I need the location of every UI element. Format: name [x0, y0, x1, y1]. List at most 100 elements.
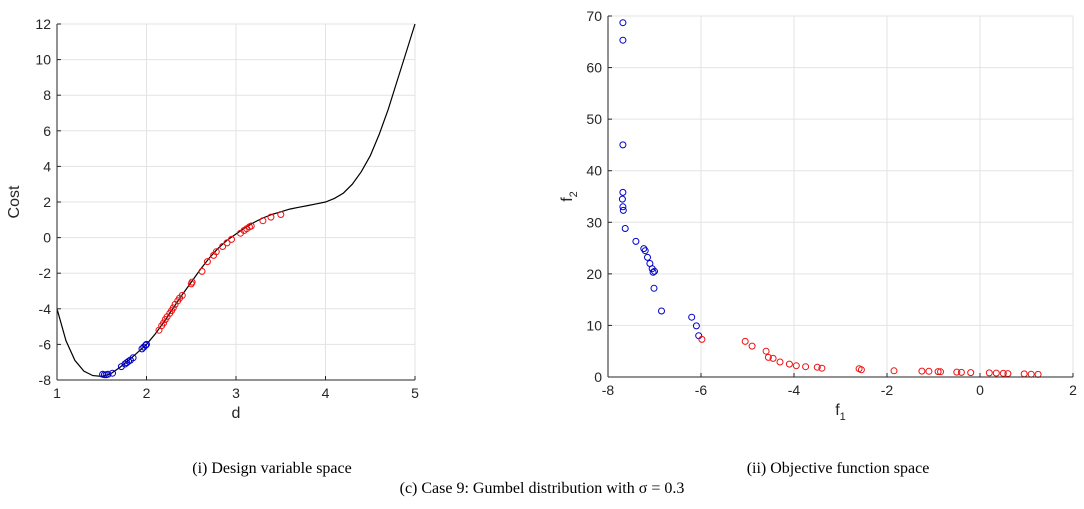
- y-tick-label: 10: [35, 52, 51, 68]
- red-point: [769, 354, 777, 362]
- x-tick-label: 2: [143, 385, 151, 401]
- blue-point: [619, 203, 627, 211]
- red-point: [188, 278, 196, 286]
- blue-point: [619, 141, 627, 149]
- red-point: [937, 368, 944, 376]
- blue-point: [621, 225, 629, 232]
- red-point: [160, 319, 167, 327]
- y-axis-label: Cost: [6, 185, 23, 218]
- blue-point: [109, 369, 116, 377]
- red-point: [259, 217, 267, 225]
- y-tick-label: 2: [43, 194, 51, 210]
- y-tick-label: 70: [586, 8, 602, 24]
- y-tick-label: -4: [39, 301, 52, 317]
- red-point: [857, 366, 865, 374]
- blue-point: [619, 19, 627, 27]
- y-tick-label: 6: [43, 123, 51, 139]
- blue-point: [142, 341, 150, 349]
- blue-point: [618, 195, 626, 203]
- red-point: [748, 342, 756, 350]
- red-point: [223, 239, 231, 247]
- blue-point: [658, 307, 665, 315]
- caption-objective-function-space: (ii) Objective function space: [747, 460, 930, 477]
- blue-point: [619, 36, 627, 44]
- red-point: [953, 368, 961, 376]
- y-tick-label: 0: [43, 230, 51, 246]
- red-point: [198, 267, 206, 275]
- x-axis-label: f1: [835, 402, 846, 423]
- x-axis-label: d: [232, 405, 241, 422]
- blue-point: [104, 370, 112, 378]
- blue-point: [143, 340, 150, 348]
- blue-point: [129, 354, 137, 362]
- y-axis-label: f2: [559, 191, 580, 202]
- red-point: [219, 243, 227, 250]
- blue-point: [619, 188, 627, 196]
- red-point: [1020, 370, 1028, 378]
- red-point: [985, 369, 993, 377]
- y-tick-label: 30: [586, 214, 602, 230]
- red-point: [247, 222, 255, 230]
- red-point: [178, 291, 186, 299]
- red-point: [999, 369, 1007, 377]
- blue-point: [651, 267, 658, 275]
- blue-point: [650, 284, 658, 292]
- red-point: [1027, 370, 1035, 378]
- blue-point: [138, 345, 146, 353]
- cost-curve: [56, 23, 416, 378]
- x-tick-label: 3: [232, 385, 240, 401]
- red-point: [934, 368, 942, 376]
- red-point: [741, 337, 749, 345]
- red-point: [698, 335, 706, 343]
- y-tick-label: 12: [35, 16, 51, 32]
- blue-point: [641, 247, 649, 255]
- y-tick-label: -6: [39, 336, 52, 352]
- red-point: [918, 367, 926, 375]
- blue-point: [619, 206, 627, 214]
- red-point: [792, 362, 800, 370]
- x-tick-label: -4: [788, 382, 801, 398]
- red-point: [228, 235, 235, 243]
- caption-design-variable-space: (i) Design variable space: [192, 460, 351, 477]
- y-tick-label: 4: [43, 158, 51, 174]
- red-point: [762, 347, 770, 355]
- y-tick-label: 20: [586, 266, 602, 282]
- red-point: [267, 213, 275, 221]
- red-point: [890, 367, 898, 375]
- x-tick-label: 4: [322, 385, 330, 401]
- x-tick-label: -8: [602, 382, 615, 398]
- blue-point: [644, 253, 651, 261]
- red-point: [925, 367, 933, 375]
- x-tick-label: 2: [1069, 382, 1077, 398]
- y-axis-label-subscript: 2: [568, 191, 580, 197]
- red-point: [818, 364, 826, 372]
- red-point: [957, 368, 965, 376]
- y-tick-label: -2: [39, 265, 52, 281]
- red-point: [813, 363, 821, 371]
- caption-main: (c) Case 9: Gumbel distribution with σ =…: [400, 480, 685, 497]
- x-tick-label: -2: [881, 382, 894, 398]
- red-point: [212, 248, 220, 256]
- y-tick-label: 50: [586, 111, 602, 127]
- red-point: [277, 211, 285, 218]
- red-point: [967, 369, 975, 377]
- x-tick-label: 5: [411, 385, 419, 401]
- y-tick-label: -8: [39, 372, 52, 388]
- y-tick-label: 0: [594, 369, 602, 385]
- blue-point: [692, 322, 700, 330]
- red-point: [776, 358, 784, 366]
- blue-point: [632, 237, 640, 245]
- y-tick-label: 60: [586, 60, 602, 76]
- blue-point: [649, 268, 657, 276]
- y-tick-label: 40: [586, 163, 602, 179]
- red-point: [992, 369, 1000, 377]
- blue-point: [688, 313, 696, 321]
- x-axis-label-subscript: 1: [840, 411, 846, 423]
- blue-point: [125, 357, 133, 365]
- x-tick-label: 1: [53, 385, 61, 401]
- red-point: [785, 360, 793, 368]
- x-tick-label: 0: [976, 382, 984, 398]
